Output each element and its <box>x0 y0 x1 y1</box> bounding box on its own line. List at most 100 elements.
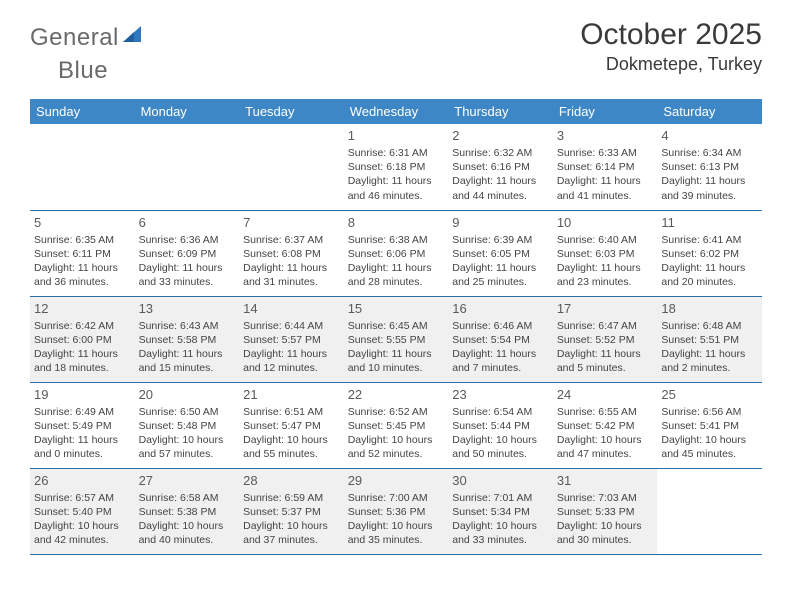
day-number: 9 <box>452 215 549 230</box>
calendar-week: 26 Sunrise: 6:57 AMSunset: 5:40 PMDayligh… <box>30 468 762 554</box>
day-number: 20 <box>139 387 236 402</box>
calendar-cell: 17 Sunrise: 6:47 AMSunset: 5:52 PMDayligh… <box>553 296 658 382</box>
day-number: 23 <box>452 387 549 402</box>
calendar-body: 1Sunrise: 6:31 AMSunset: 6:18 PMDaylight… <box>30 124 762 554</box>
weekday-header: Saturday <box>657 99 762 124</box>
calendar-cell: 26 Sunrise: 6:57 AMSunset: 5:40 PMDayligh… <box>30 468 135 554</box>
day-detail: Sunrise: 6:34 AMSunset: 6:13 PMDaylight:… <box>661 146 758 203</box>
day-detail: Sunrise: 7:03 AMSunset: 5:33 PMDaylight:… <box>557 491 654 548</box>
calendar-cell <box>239 124 344 210</box>
day-number: 10 <box>557 215 654 230</box>
calendar-cell: 21Sunrise: 6:51 AMSunset: 5:47 PMDayligh… <box>239 382 344 468</box>
day-detail: Sunrise: 6:50 AMSunset: 5:48 PMDaylight:… <box>139 405 236 462</box>
day-detail: Sunrise: 6:55 AMSunset: 5:42 PMDaylight:… <box>557 405 654 462</box>
calendar-cell <box>30 124 135 210</box>
day-detail: Sunrise: 6:41 AMSunset: 6:02 PMDaylight:… <box>661 233 758 290</box>
location: Dokmetepe, Turkey <box>580 54 762 75</box>
day-number: 21 <box>243 387 340 402</box>
day-number: 2 <box>452 128 549 143</box>
calendar-week: 12Sunrise: 6:42 AMSunset: 6:00 PMDayligh… <box>30 296 762 382</box>
day-number: 8 <box>348 215 445 230</box>
day-detail: Sunrise: 6:36 AMSunset: 6:09 PMDaylight:… <box>139 233 236 290</box>
calendar-cell: 23 Sunrise: 6:54 AMSunset: 5:44 PMDayligh… <box>448 382 553 468</box>
day-number: 12 <box>34 301 131 316</box>
day-number: 5 <box>34 215 131 230</box>
day-detail: Sunrise: 6:47 AMSunset: 5:52 PMDaylight:… <box>557 319 654 376</box>
day-detail: Sunrise: 6:35 AMSunset: 6:11 PMDaylight:… <box>34 233 131 290</box>
calendar-cell: 3 Sunrise: 6:33 AMSunset: 6:14 PMDaylight… <box>553 124 658 210</box>
day-detail: Sunrise: 6:38 AMSunset: 6:06 PMDaylight:… <box>348 233 445 290</box>
sail-icon <box>123 26 149 51</box>
day-number: 28 <box>243 473 340 488</box>
calendar-cell: 25 Sunrise: 6:56 AMSunset: 5:41 PMDayligh… <box>657 382 762 468</box>
month-title: October 2025 <box>580 18 762 52</box>
weekday-header: Tuesday <box>239 99 344 124</box>
calendar-cell: 28Sunrise: 6:59 AMSunset: 5:37 PMDayligh… <box>239 468 344 554</box>
day-detail: Sunrise: 6:32 AMSunset: 6:16 PMDaylight:… <box>452 146 549 203</box>
day-number: 14 <box>243 301 340 316</box>
calendar-header-row: SundayMondayTuesdayWednesdayThursdayFrid… <box>30 99 762 124</box>
day-number: 3 <box>557 128 654 143</box>
calendar-cell: 31 Sunrise: 7:03 AMSunset: 5:33 PMDayligh… <box>553 468 658 554</box>
day-detail: Sunrise: 6:58 AMSunset: 5:38 PMDaylight:… <box>139 491 236 548</box>
weekday-header: Wednesday <box>344 99 449 124</box>
day-detail: Sunrise: 6:54 AMSunset: 5:44 PMDaylight:… <box>452 405 549 462</box>
day-detail: Sunrise: 6:33 AMSunset: 6:14 PMDaylight:… <box>557 146 654 203</box>
calendar-cell: 16 Sunrise: 6:46 AMSunset: 5:54 PMDayligh… <box>448 296 553 382</box>
calendar-cell: 18Sunrise: 6:48 AMSunset: 5:51 PMDayligh… <box>657 296 762 382</box>
day-number: 7 <box>243 215 340 230</box>
calendar-cell: 27 Sunrise: 6:58 AMSunset: 5:38 PMDayligh… <box>135 468 240 554</box>
day-detail: Sunrise: 6:56 AMSunset: 5:41 PMDaylight:… <box>661 405 758 462</box>
day-number: 25 <box>661 387 758 402</box>
day-number: 15 <box>348 301 445 316</box>
calendar-table: SundayMondayTuesdayWednesdayThursdayFrid… <box>30 99 762 555</box>
day-detail: Sunrise: 6:37 AMSunset: 6:08 PMDaylight:… <box>243 233 340 290</box>
day-number: 11 <box>661 215 758 230</box>
day-detail: Sunrise: 6:43 AMSunset: 5:58 PMDaylight:… <box>139 319 236 376</box>
calendar-cell: 2 Sunrise: 6:32 AMSunset: 6:16 PMDaylight… <box>448 124 553 210</box>
day-number: 30 <box>452 473 549 488</box>
day-number: 16 <box>452 301 549 316</box>
day-number: 1 <box>348 128 445 143</box>
brand-blue: Blue <box>58 57 108 85</box>
day-detail: Sunrise: 6:39 AMSunset: 6:05 PMDaylight:… <box>452 233 549 290</box>
day-detail: Sunrise: 6:57 AMSunset: 5:40 PMDaylight:… <box>34 491 131 548</box>
day-detail: Sunrise: 6:49 AMSunset: 5:49 PMDaylight:… <box>34 405 131 462</box>
calendar-week: 5 Sunrise: 6:35 AMSunset: 6:11 PMDaylight… <box>30 210 762 296</box>
day-detail: Sunrise: 6:40 AMSunset: 6:03 PMDaylight:… <box>557 233 654 290</box>
day-detail: Sunrise: 7:00 AMSunset: 5:36 PMDaylight:… <box>348 491 445 548</box>
title-block: October 2025 Dokmetepe, Turkey <box>580 18 762 75</box>
day-detail: Sunrise: 6:46 AMSunset: 5:54 PMDaylight:… <box>452 319 549 376</box>
calendar-cell: 7 Sunrise: 6:37 AMSunset: 6:08 PMDaylight… <box>239 210 344 296</box>
day-detail: Sunrise: 6:44 AMSunset: 5:57 PMDaylight:… <box>243 319 340 376</box>
day-number: 13 <box>139 301 236 316</box>
calendar-cell: 30 Sunrise: 7:01 AMSunset: 5:34 PMDayligh… <box>448 468 553 554</box>
calendar-cell: 1Sunrise: 6:31 AMSunset: 6:18 PMDaylight… <box>344 124 449 210</box>
calendar-cell <box>135 124 240 210</box>
day-number: 6 <box>139 215 236 230</box>
calendar-cell: 20 Sunrise: 6:50 AMSunset: 5:48 PMDayligh… <box>135 382 240 468</box>
calendar-cell: 24 Sunrise: 6:55 AMSunset: 5:42 PMDayligh… <box>553 382 658 468</box>
day-number: 26 <box>34 473 131 488</box>
day-number: 27 <box>139 473 236 488</box>
calendar-cell: 14 Sunrise: 6:44 AMSunset: 5:57 PMDayligh… <box>239 296 344 382</box>
brand-logo: General <box>30 18 151 52</box>
calendar-cell: 22 Sunrise: 6:52 AMSunset: 5:45 PMDayligh… <box>344 382 449 468</box>
calendar-cell: 6 Sunrise: 6:36 AMSunset: 6:09 PMDaylight… <box>135 210 240 296</box>
calendar-cell: 5 Sunrise: 6:35 AMSunset: 6:11 PMDaylight… <box>30 210 135 296</box>
day-number: 4 <box>661 128 758 143</box>
calendar-cell: 15Sunrise: 6:45 AMSunset: 5:55 PMDayligh… <box>344 296 449 382</box>
calendar-week: 1Sunrise: 6:31 AMSunset: 6:18 PMDaylight… <box>30 124 762 210</box>
day-number: 22 <box>348 387 445 402</box>
calendar-cell: 12Sunrise: 6:42 AMSunset: 6:00 PMDayligh… <box>30 296 135 382</box>
calendar-cell <box>657 468 762 554</box>
brand-general: General <box>30 24 119 52</box>
calendar-cell: 8 Sunrise: 6:38 AMSunset: 6:06 PMDaylight… <box>344 210 449 296</box>
day-number: 31 <box>557 473 654 488</box>
day-detail: Sunrise: 7:01 AMSunset: 5:34 PMDaylight:… <box>452 491 549 548</box>
day-number: 29 <box>348 473 445 488</box>
day-number: 17 <box>557 301 654 316</box>
day-detail: Sunrise: 6:52 AMSunset: 5:45 PMDaylight:… <box>348 405 445 462</box>
day-number: 24 <box>557 387 654 402</box>
calendar-cell: 9 Sunrise: 6:39 AMSunset: 6:05 PMDaylight… <box>448 210 553 296</box>
